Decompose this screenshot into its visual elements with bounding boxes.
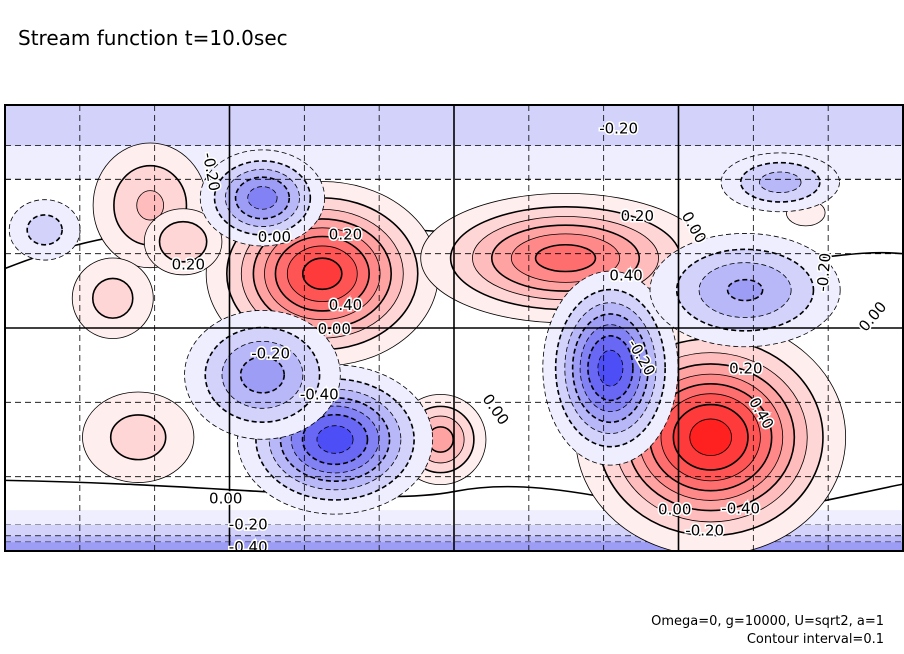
- contour-label: 0.00: [658, 501, 691, 519]
- contour-label-group: -0.20: [684, 520, 726, 541]
- negative-contour: [726, 278, 764, 302]
- contour-label: -0.40: [229, 538, 268, 556]
- positive-contour: [534, 243, 597, 273]
- contour-label-group: 0.20: [619, 206, 655, 227]
- contour-label: 0.20: [621, 207, 654, 225]
- contour-label-group: 0.20: [170, 254, 206, 275]
- contour-label-group: 0.20: [327, 224, 363, 245]
- contour-label: -0.20: [251, 345, 290, 363]
- chart-title: Stream function t=10.0sec: [18, 26, 288, 50]
- contour-label: 0.00: [318, 320, 351, 338]
- contour-label-group: -0.20: [812, 251, 836, 294]
- positive-contour: [91, 277, 134, 319]
- contour-label: -0.20: [229, 515, 268, 533]
- positive-contour: [158, 220, 208, 263]
- contour-label: -0.20: [685, 522, 724, 540]
- contour-label-group: -0.20: [250, 343, 292, 364]
- contour-label: -0.20: [599, 119, 638, 137]
- negative-contour: [26, 214, 63, 246]
- plot-frame: [4, 104, 904, 552]
- contour-label-group: 0.00: [657, 499, 693, 520]
- contour-label-group: -0.40: [227, 536, 269, 557]
- chart-footnote: Omega=0, g=10000, U=sqrt2, a=1 Contour i…: [651, 613, 884, 649]
- positive-contour: [136, 190, 165, 221]
- negative-contour: [759, 171, 802, 194]
- contour-label: 0.40: [609, 266, 642, 284]
- contour-label: 0.40: [329, 296, 362, 314]
- contour-label-group: -0.20: [598, 118, 640, 139]
- contour-label: 0.20: [329, 226, 362, 244]
- contour-label-group: -0.40: [720, 498, 762, 519]
- plot-area: [5, 105, 903, 551]
- contour-label: 0.00: [209, 489, 242, 507]
- contour-label: -0.40: [300, 385, 339, 403]
- positive-contour: [109, 414, 167, 461]
- negative-contour: [597, 349, 624, 387]
- positive-contour: [689, 418, 732, 457]
- contour-label: -0.20: [813, 252, 834, 292]
- contour-label-group: 0.40: [608, 265, 644, 286]
- contour-interval-text: Contour interval=0.1: [746, 632, 884, 647]
- contour-label-group: 0.00: [256, 226, 292, 247]
- negative-contour: [316, 425, 354, 454]
- contour-label: 0.20: [172, 255, 205, 273]
- contour-label-group: 0.00: [208, 488, 244, 509]
- contour-label-group: -0.40: [298, 384, 340, 405]
- contour-label: 0.00: [258, 228, 291, 246]
- contour-label: -0.40: [721, 500, 760, 518]
- parameters-text: Omega=0, g=10000, U=sqrt2, a=1: [651, 614, 884, 629]
- positive-contour: [301, 257, 343, 291]
- contour-label-group: -0.20: [227, 514, 269, 535]
- contour-label-group: 0.00: [316, 318, 352, 339]
- contour-label-group: 0.20: [728, 358, 764, 379]
- contour-label: 0.20: [729, 359, 762, 377]
- contour-label-group: 0.40: [327, 295, 363, 316]
- negative-contour: [247, 186, 278, 210]
- negative-contour: [239, 355, 286, 394]
